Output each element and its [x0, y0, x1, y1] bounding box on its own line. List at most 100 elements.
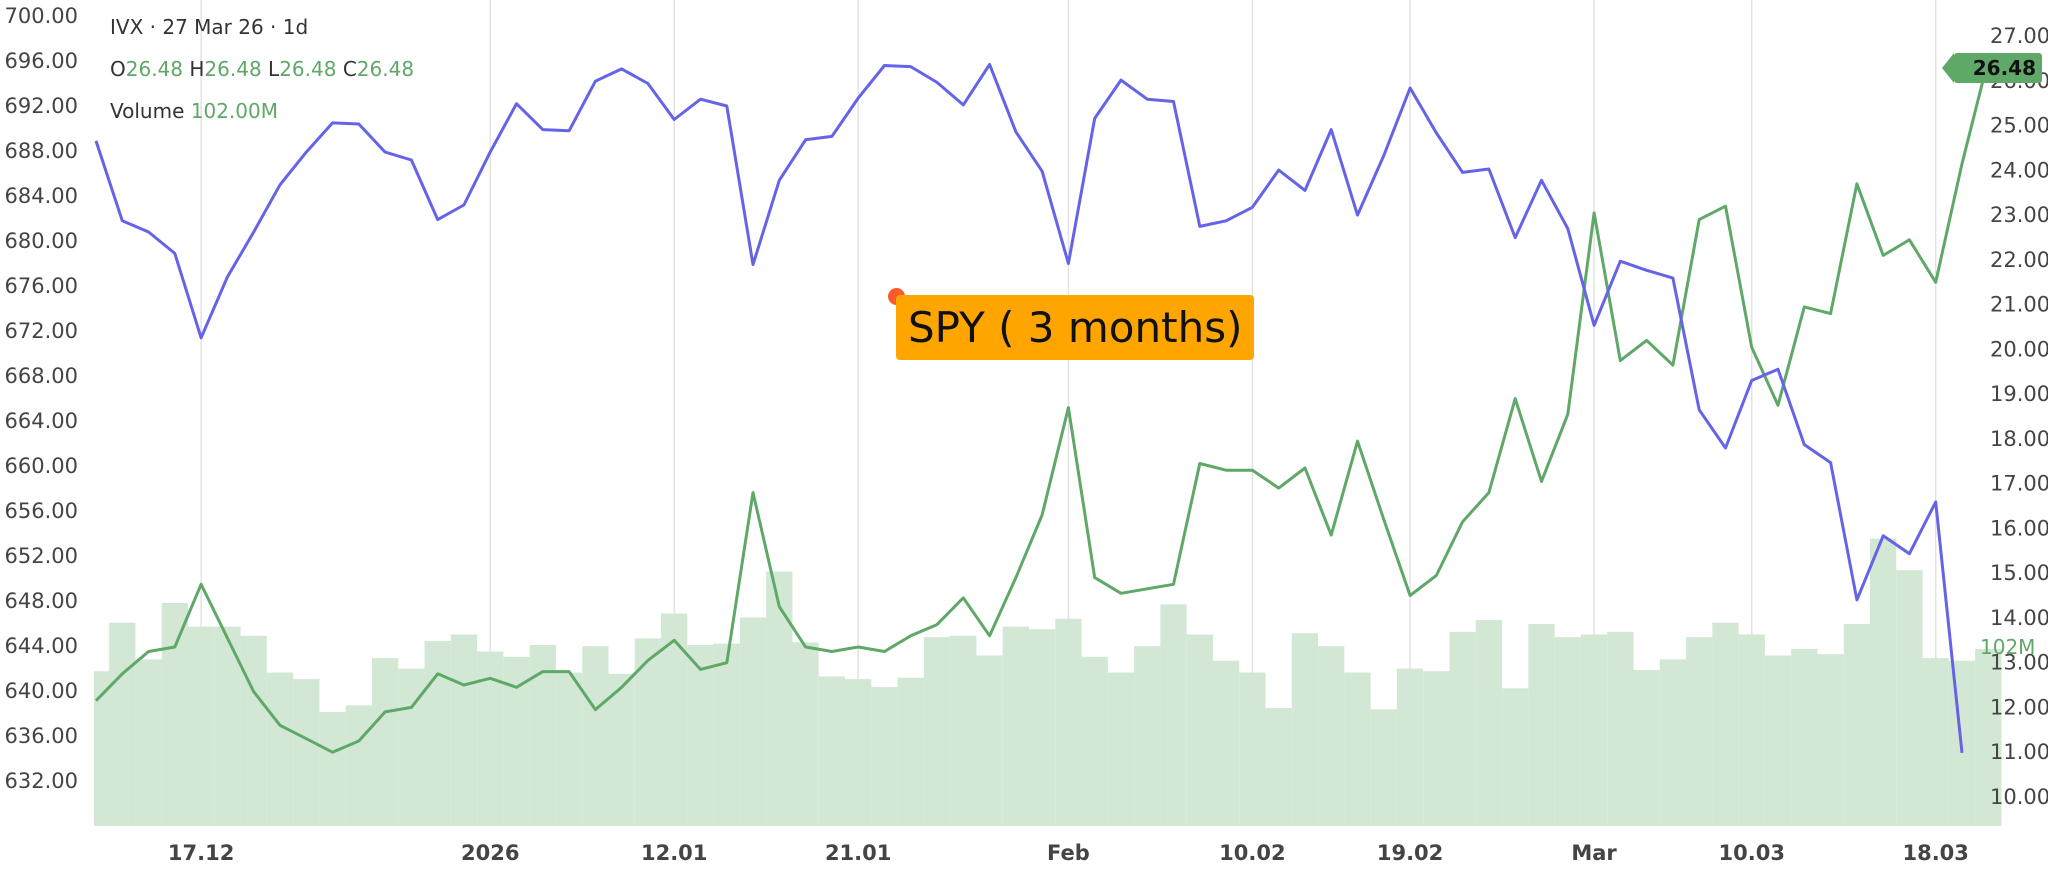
volume-bar — [1423, 671, 1450, 826]
x-tick-label: 10.03 — [1719, 841, 1785, 865]
volume-bar — [1738, 634, 1765, 826]
x-axis-ticks: 17.12 2026 12.01 21.01 Feb 10.02 19.02 Mar 10.03… — [168, 841, 1969, 865]
x-tick-label: 12.01 — [641, 841, 707, 865]
right-tick-label: 20.00 — [1990, 337, 2048, 361]
left-tick-label: 660.00 — [5, 454, 78, 478]
right-tick-label: 14.00 — [1990, 606, 2048, 630]
volume-bar — [1265, 707, 1292, 826]
volume-bar — [871, 686, 898, 826]
chart-title: SPY ( 3 months) — [896, 295, 1255, 360]
x-tick-label: Feb — [1047, 841, 1090, 865]
ivx-line — [94, 59, 1990, 754]
volume-bar — [1212, 660, 1240, 826]
right-tick-label: 15.00 — [1990, 561, 2048, 585]
volume-bar — [1134, 646, 1161, 826]
volume-bar — [1396, 668, 1424, 826]
legend-header: IVX · 27 Mar 26 · 1d O26.48 H26.48 L26.4… — [110, 6, 414, 132]
right-tick-label: 11.00 — [1990, 740, 2048, 764]
volume-bar — [1633, 669, 1660, 826]
left-tick-label: 668.00 — [5, 364, 78, 388]
low-label: L — [268, 57, 280, 81]
right-tick-label: 19.00 — [1990, 382, 2048, 406]
volume-bar — [1817, 654, 1844, 826]
volume-bar — [450, 634, 478, 826]
volume-bar — [1318, 646, 1345, 826]
volume-bar — [1870, 538, 1897, 826]
volume-bar — [1370, 709, 1397, 826]
left-tick-label: 672.00 — [5, 319, 78, 343]
volume-bar — [214, 626, 241, 826]
volume-bar — [1291, 633, 1319, 826]
left-tick-label: 688.00 — [5, 139, 78, 163]
volume-tag: 102M — [1980, 635, 2036, 659]
volume-bar — [950, 635, 977, 826]
x-tick-label: 21.01 — [825, 841, 891, 865]
volume-bar — [1475, 620, 1503, 826]
volume-bar — [1029, 629, 1056, 826]
x-tick-label: Mar — [1571, 841, 1617, 865]
left-tick-label: 648.00 — [5, 589, 78, 613]
volume-bar — [923, 637, 951, 826]
volume-bar — [818, 676, 846, 826]
open-label: O — [110, 57, 126, 81]
left-tick-label: 696.00 — [5, 49, 78, 73]
right-tick-label: 12.00 — [1990, 695, 2048, 719]
last-price-tag: 26.48 — [1942, 53, 2042, 83]
left-tick-label: 680.00 — [5, 229, 78, 253]
right-tick-label: 21.00 — [1990, 293, 2048, 317]
volume-bar — [792, 642, 819, 826]
volume-bar — [371, 658, 399, 826]
right-tick-label: 16.00 — [1990, 516, 2048, 540]
volume-bar — [1791, 648, 1818, 826]
volume-value: 102.00M — [190, 99, 278, 123]
volume-bar — [1975, 648, 2002, 826]
header-title: IVX · 27 Mar 26 · 1d — [110, 15, 309, 39]
right-tick-label: 10.00 — [1990, 785, 2048, 809]
right-tick-label: 13.00 — [1990, 651, 2048, 675]
volume-bar — [319, 711, 346, 826]
volume-bar — [976, 655, 1003, 826]
volume-bar — [1081, 656, 1108, 826]
volume-bar — [608, 673, 635, 826]
volume-row: Volume 102.00M — [110, 90, 414, 132]
volume-bar — [240, 635, 267, 826]
volume-bar — [897, 677, 924, 826]
low-value: 26.48 — [279, 57, 337, 81]
volume-bar — [1922, 658, 1949, 826]
left-tick-label: 684.00 — [5, 184, 78, 208]
x-tick-label: 17.12 — [168, 841, 234, 865]
volume-bar — [1554, 637, 1581, 826]
right-tick-label: 22.00 — [1990, 248, 2048, 272]
volume-bar — [161, 603, 188, 826]
x-tick-label: 2026 — [461, 841, 519, 865]
volume-bar — [1502, 688, 1529, 826]
volume-bar — [634, 638, 662, 826]
volume-bar — [1686, 637, 1713, 826]
left-tick-label: 700.00 — [5, 4, 78, 28]
ohlc-row: O26.48 H26.48 L26.48 C26.48 — [110, 48, 414, 90]
left-tick-label: 640.00 — [5, 679, 78, 703]
left-tick-label: 644.00 — [5, 634, 78, 658]
volume-bar — [135, 659, 162, 826]
volume-bar — [345, 705, 372, 826]
volume-bar — [1659, 659, 1687, 826]
volume-bar — [1449, 631, 1476, 826]
volume-bar — [555, 672, 583, 826]
volume-label: Volume — [110, 99, 185, 123]
volume-bar — [1712, 622, 1739, 826]
right-tick-label: 18.00 — [1990, 427, 2048, 451]
volume-bar — [766, 571, 793, 826]
volume-bar — [845, 679, 872, 826]
high-value: 26.48 — [204, 57, 262, 81]
volume-bar — [1344, 672, 1371, 826]
left-tick-label: 656.00 — [5, 499, 78, 523]
volume-bar — [1002, 626, 1029, 826]
volume-bar — [266, 672, 294, 826]
volume-bar — [1580, 634, 1608, 826]
volume-bar — [1186, 634, 1213, 826]
left-tick-label: 692.00 — [5, 94, 78, 118]
volume-bar — [1528, 623, 1555, 826]
right-tick-label: 17.00 — [1990, 472, 2048, 496]
x-tick-label: 19.02 — [1377, 841, 1443, 865]
